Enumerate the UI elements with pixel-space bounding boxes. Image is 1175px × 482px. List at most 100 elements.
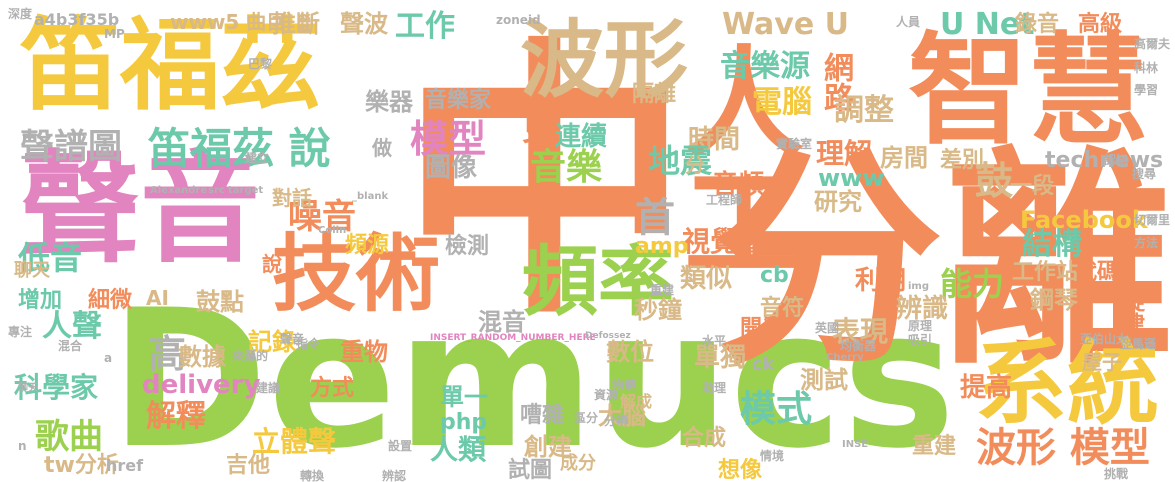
- cloud-word: 頻源: [345, 233, 390, 258]
- cloud-word: 模型: [410, 117, 487, 161]
- cloud-word: 巴黎: [248, 57, 273, 71]
- cloud-word: 表現: [832, 315, 889, 348]
- cloud-word: 認知: [1104, 153, 1129, 167]
- cloud-word: 鋼琴: [1030, 286, 1078, 314]
- cloud-word: 來源的: [232, 349, 269, 363]
- cloud-word: a4b3f35b: [34, 10, 120, 29]
- cloud-word: 單獨: [694, 343, 747, 373]
- cloud-word: 區分: [574, 411, 599, 425]
- cloud-word: 音樂: [530, 147, 603, 188]
- cloud-word: INSE: [842, 439, 869, 450]
- cloud-word: 辨識: [896, 294, 949, 324]
- cloud-word: 數位: [606, 338, 654, 366]
- cloud-word: 高爾夫: [1134, 37, 1171, 51]
- cloud-word: 重建: [650, 283, 675, 297]
- cloud-word: 助理: [702, 381, 727, 395]
- cloud-word: 測試: [800, 366, 848, 394]
- cloud-word: AI: [146, 286, 169, 310]
- cloud-word: 方式: [310, 376, 355, 401]
- cloud-word: 提高: [960, 373, 1013, 403]
- cloud-word: 能力: [940, 265, 1005, 303]
- cloud-word: 技術: [272, 225, 441, 323]
- cloud-word: 視覺: [682, 225, 739, 258]
- cloud-word: 重建: [912, 434, 957, 459]
- cloud-word: 首: [635, 195, 675, 241]
- cloud-word: 音頻: [712, 170, 765, 200]
- cloud-word: 旋律: [1119, 290, 1144, 334]
- cloud-word: 科林: [1134, 61, 1159, 75]
- cloud-word: 做: [372, 136, 392, 160]
- cloud-word: 吸引: [908, 333, 933, 347]
- cloud-word: 分辨: [604, 414, 629, 428]
- cloud-word: 設置: [388, 439, 413, 453]
- cloud-word: 記錄: [248, 328, 296, 356]
- cloud-word: 辨認: [382, 469, 407, 482]
- cloud-word: 開發: [740, 316, 785, 341]
- cloud-word: 檢測: [445, 234, 490, 259]
- cloud-word: 增加: [18, 288, 63, 313]
- cloud-word: 重物: [340, 338, 388, 366]
- cloud-word: 嘈雜: [520, 403, 565, 428]
- cloud-word: 連續: [555, 122, 608, 152]
- cloud-word: 調整: [834, 93, 894, 128]
- cloud-word: U Net: [940, 7, 1035, 42]
- cloud-word: MP: [104, 27, 125, 41]
- cloud-word: 建議: [256, 381, 281, 395]
- cloud-word: cb: [760, 263, 789, 288]
- cloud-word: Wave U: [722, 7, 849, 42]
- cloud-word: 網路: [818, 52, 853, 112]
- cloud-word: 系統: [975, 330, 1160, 437]
- cloud-word: 頻率: [522, 237, 674, 326]
- cloud-word: 指令: [296, 337, 321, 351]
- cloud-word: 工程師: [706, 193, 743, 207]
- cloud-word: _blank: [352, 191, 389, 202]
- cloud-word: 研究: [814, 188, 862, 216]
- cloud-word: amp: [635, 234, 689, 259]
- cloud-word: 電腦: [752, 85, 812, 120]
- cloud-word: 聲波: [340, 10, 388, 38]
- cloud-word: 高: [148, 332, 187, 376]
- cloud-word: 解釋: [146, 399, 206, 434]
- cloud-word: 說: [262, 252, 282, 276]
- cloud-word: 地震: [648, 142, 713, 180]
- cloud-word: 聲音: [20, 140, 260, 279]
- cloud-word: 笛福茲: [20, 7, 320, 124]
- cloud-word: 工作: [395, 9, 455, 44]
- cloud-word: 一段: [1010, 174, 1055, 199]
- cloud-word: 方法: [1134, 236, 1159, 250]
- cloud-word: 解成: [620, 392, 653, 411]
- cloud-word: 波形 模型: [976, 425, 1150, 471]
- cloud-word: 利用: [855, 266, 908, 296]
- cloud-word: 轉換: [300, 469, 325, 482]
- cloud-word: 人聲: [42, 309, 102, 344]
- cloud-word: 合成: [682, 426, 727, 451]
- cloud-word: Demucs: [110, 269, 956, 482]
- cloud-word: 音樂源: [720, 49, 810, 84]
- cloud-word: delivery: [142, 370, 261, 400]
- cloud-word: 房間: [880, 144, 928, 172]
- cloud-word: 實驗室: [776, 137, 813, 151]
- cloud-word: 細微: [88, 288, 133, 313]
- cloud-word: 原理: [908, 319, 933, 333]
- cloud-word: 中: [400, 16, 690, 353]
- cloud-word: 試圖: [508, 458, 553, 482]
- cloud-word: 亞伯山大: [1080, 332, 1129, 346]
- cloud-word: 工作站: [1012, 260, 1079, 285]
- cloud-word: Defossez: [585, 331, 631, 341]
- cloud-word: 人員: [896, 15, 921, 29]
- cloud-word: 情境: [760, 449, 785, 463]
- cloud-word: 理解: [816, 137, 873, 170]
- cloud-word: 混音: [478, 308, 526, 336]
- cloud-word: 模式: [740, 389, 813, 430]
- cloud-word: 隔離: [632, 82, 677, 107]
- cloud-word: 學習: [1134, 83, 1159, 97]
- cloud-word: 切爾里: [1134, 213, 1171, 227]
- cloud-word: zoneid: [496, 13, 541, 27]
- cloud-word: img: [908, 281, 930, 292]
- cloud-word: 專注: [8, 325, 33, 339]
- cloud-word: 聊天: [14, 260, 50, 281]
- cloud-word: 大腦: [598, 402, 646, 430]
- cloud-word: a: [104, 351, 113, 365]
- cloud-word: 秒鐘: [634, 296, 682, 324]
- cloud-word: 分: [685, 153, 705, 177]
